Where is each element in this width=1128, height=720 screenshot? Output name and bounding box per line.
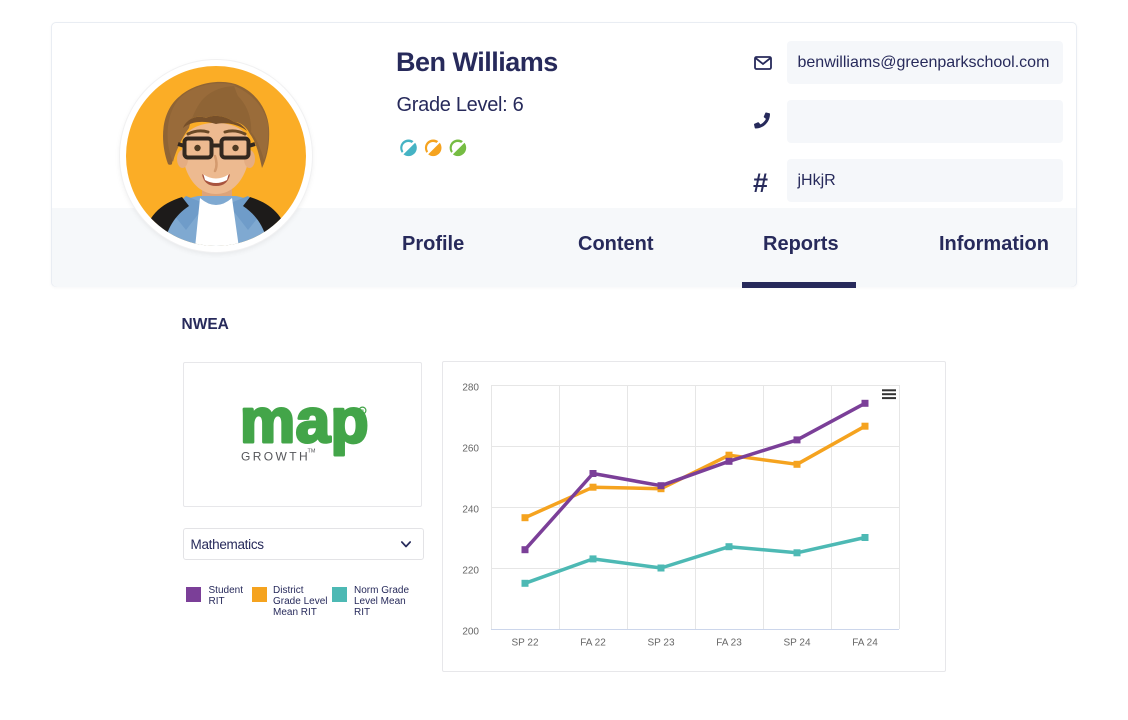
- svg-text:220: 220: [462, 566, 479, 577]
- svg-text:map: map: [240, 387, 369, 456]
- svg-text:FA 24: FA 24: [852, 638, 878, 649]
- svg-text:R: R: [361, 409, 365, 415]
- svg-text:260: 260: [462, 444, 479, 455]
- svg-text:240: 240: [462, 505, 479, 516]
- svg-text:SP 24: SP 24: [783, 638, 810, 649]
- svg-text:SP 22: SP 22: [511, 638, 538, 649]
- svg-text:200: 200: [462, 627, 479, 638]
- svg-text:TM: TM: [308, 449, 316, 455]
- svg-text:FA 23: FA 23: [716, 638, 742, 649]
- svg-text:280: 280: [462, 383, 479, 394]
- svg-text:FA 22: FA 22: [580, 638, 606, 649]
- svg-text:SP 23: SP 23: [647, 638, 674, 649]
- svg-text:GROWTH: GROWTH: [241, 450, 310, 464]
